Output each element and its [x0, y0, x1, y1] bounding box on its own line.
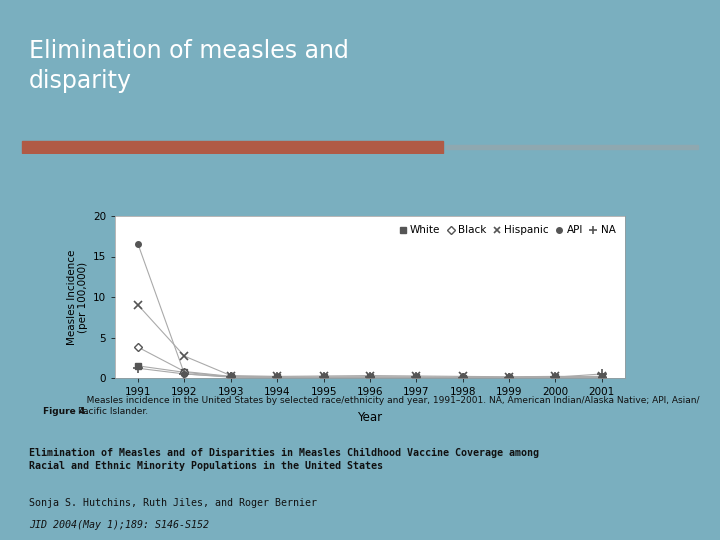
Legend: White, Black, Hispanic, API, NA: White, Black, Hispanic, API, NA: [395, 221, 620, 240]
Bar: [446, 145, 698, 149]
X-axis label: Year: Year: [357, 411, 382, 424]
Text: JID 2004(May 1);189: S146-S152: JID 2004(May 1);189: S146-S152: [29, 520, 209, 530]
Text: Elimination of Measles and of Disparities in Measles Childhood Vaccine Coverage : Elimination of Measles and of Disparitie…: [29, 448, 539, 471]
Text: Figure 4.: Figure 4.: [43, 407, 89, 416]
Text: Measles incidence in the United States by selected race/ethnicity and year, 1991: Measles incidence in the United States b…: [78, 396, 699, 416]
Text: Elimination of measles and
disparity: Elimination of measles and disparity: [29, 39, 348, 93]
Y-axis label: Measles Incidence
(per 100,000): Measles Incidence (per 100,000): [67, 249, 89, 345]
Bar: [22, 141, 443, 153]
Text: Sonja S. Hutchins, Ruth Jiles, and Roger Bernier: Sonja S. Hutchins, Ruth Jiles, and Roger…: [29, 498, 317, 508]
